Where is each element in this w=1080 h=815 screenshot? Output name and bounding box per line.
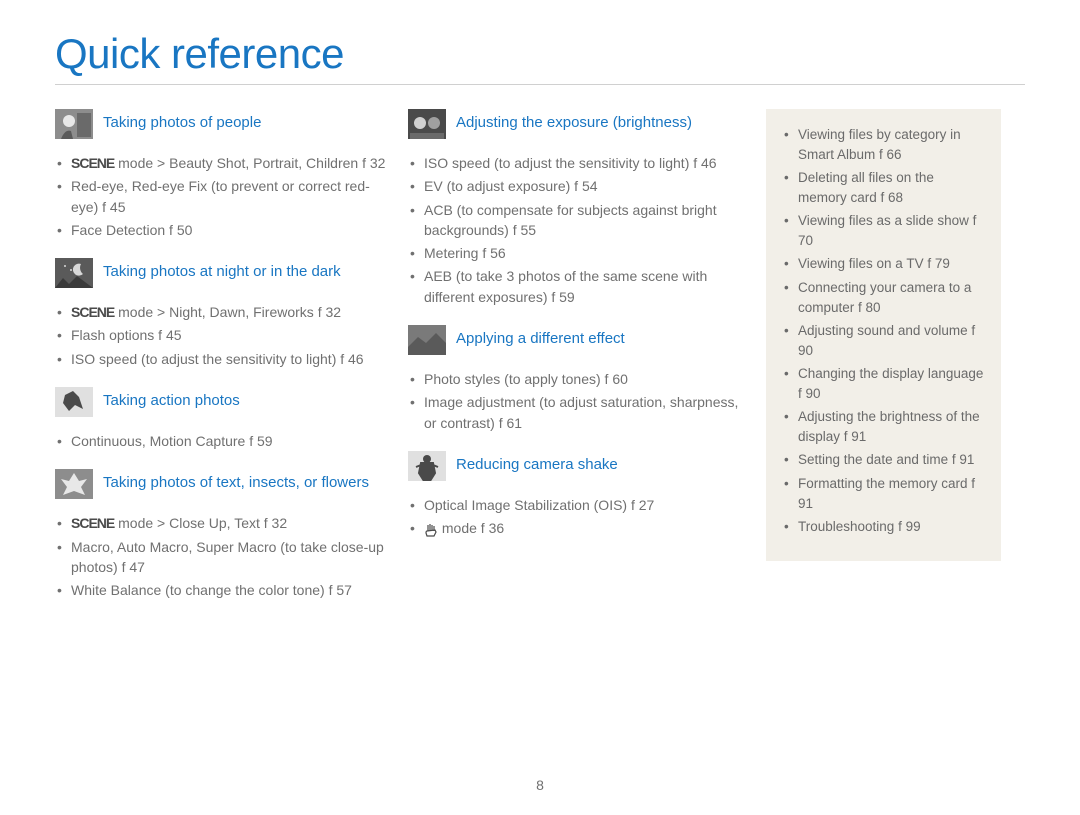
column-2: Adjusting the exposure (brightness) ISO … — [408, 109, 748, 619]
list-item: Viewing files on a TV f 79 — [784, 254, 985, 274]
page-title: Quick reference — [55, 30, 1025, 85]
section-people: Taking photos of people SCENE mode > Bea… — [55, 109, 390, 240]
list-item: ISO speed (to adjust the sensitivity to … — [57, 349, 390, 369]
list-item: Changing the display language f 90 — [784, 364, 985, 403]
section-title: Adjusting the exposure (brightness) — [456, 109, 692, 133]
sidebar-box: Viewing files by category in Smart Album… — [766, 109, 1001, 561]
section-title: Taking photos of text, insects, or flowe… — [103, 469, 369, 493]
section-action: Taking action photos Continuous, Motion … — [55, 387, 390, 451]
list-item: mode f 36 — [410, 518, 748, 538]
list-item: ACB (to compensate for subjects against … — [410, 200, 748, 241]
list-item: Macro, Auto Macro, Super Macro (to take … — [57, 537, 390, 578]
list-item: Adjusting the brightness of the display … — [784, 407, 985, 446]
section-title: Taking action photos — [103, 387, 240, 411]
exposure-icon — [408, 109, 446, 139]
action-icon — [55, 387, 93, 417]
list-item: Viewing files as a slide show f 70 — [784, 211, 985, 250]
list-item: SCENE mode > Night, Dawn, Fireworks f 32 — [57, 302, 390, 322]
list-item: Setting the date and time f 91 — [784, 450, 985, 470]
night-icon — [55, 258, 93, 288]
section-title: Taking photos at night or in the dark — [103, 258, 341, 282]
column-3: Viewing files by category in Smart Album… — [766, 109, 1001, 619]
page-number: 8 — [0, 777, 1080, 793]
list-item: SCENE mode > Close Up, Text f 32 — [57, 513, 390, 533]
section-title: Reducing camera shake — [456, 451, 618, 475]
flower-icon — [55, 469, 93, 499]
column-1: Taking photos of people SCENE mode > Bea… — [55, 109, 390, 619]
list-item: Continuous, Motion Capture f 59 — [57, 431, 390, 451]
list-item: Photo styles (to apply tones) f 60 — [410, 369, 748, 389]
portrait-icon — [55, 109, 93, 139]
hand-mode-icon — [424, 523, 438, 537]
list-item: Troubleshooting f 99 — [784, 517, 985, 537]
list-item: Red-eye, Red-eye Fix (to prevent or corr… — [57, 176, 390, 217]
list-item: SCENE mode > Beauty Shot, Portrait, Chil… — [57, 153, 390, 173]
list-item: Connecting your camera to a computer f 8… — [784, 278, 985, 317]
section-title: Taking photos of people — [103, 109, 261, 133]
list-item: Optical Image Stabilization (OIS) f 27 — [410, 495, 748, 515]
list-item: AEB (to take 3 photos of the same scene … — [410, 266, 748, 307]
list-item: White Balance (to change the color tone)… — [57, 580, 390, 600]
section-macro: Taking photos of text, insects, or flowe… — [55, 469, 390, 600]
list-item: Formatting the memory card f 91 — [784, 474, 985, 513]
list-item: Flash options f 45 — [57, 325, 390, 345]
list-item: Deleting all files on the memory card f … — [784, 168, 985, 207]
list-item: Image adjustment (to adjust saturation, … — [410, 392, 748, 433]
list-item: EV (to adjust exposure) f 54 — [410, 176, 748, 196]
shake-icon — [408, 451, 446, 481]
section-title: Applying a different effect — [456, 325, 625, 349]
section-night: Taking photos at night or in the dark SC… — [55, 258, 390, 369]
list-item: ISO speed (to adjust the sensitivity to … — [410, 153, 748, 173]
effect-icon — [408, 325, 446, 355]
section-exposure: Adjusting the exposure (brightness) ISO … — [408, 109, 748, 307]
list-item: Metering f 56 — [410, 243, 748, 263]
list-item: Viewing files by category in Smart Album… — [784, 125, 985, 164]
list-item: Face Detection f 50 — [57, 220, 390, 240]
section-effect: Applying a different effect Photo styles… — [408, 325, 748, 433]
section-shake: Reducing camera shake Optical Image Stab… — [408, 451, 748, 539]
content-columns: Taking photos of people SCENE mode > Bea… — [55, 109, 1025, 619]
list-item: Adjusting sound and volume f 90 — [784, 321, 985, 360]
